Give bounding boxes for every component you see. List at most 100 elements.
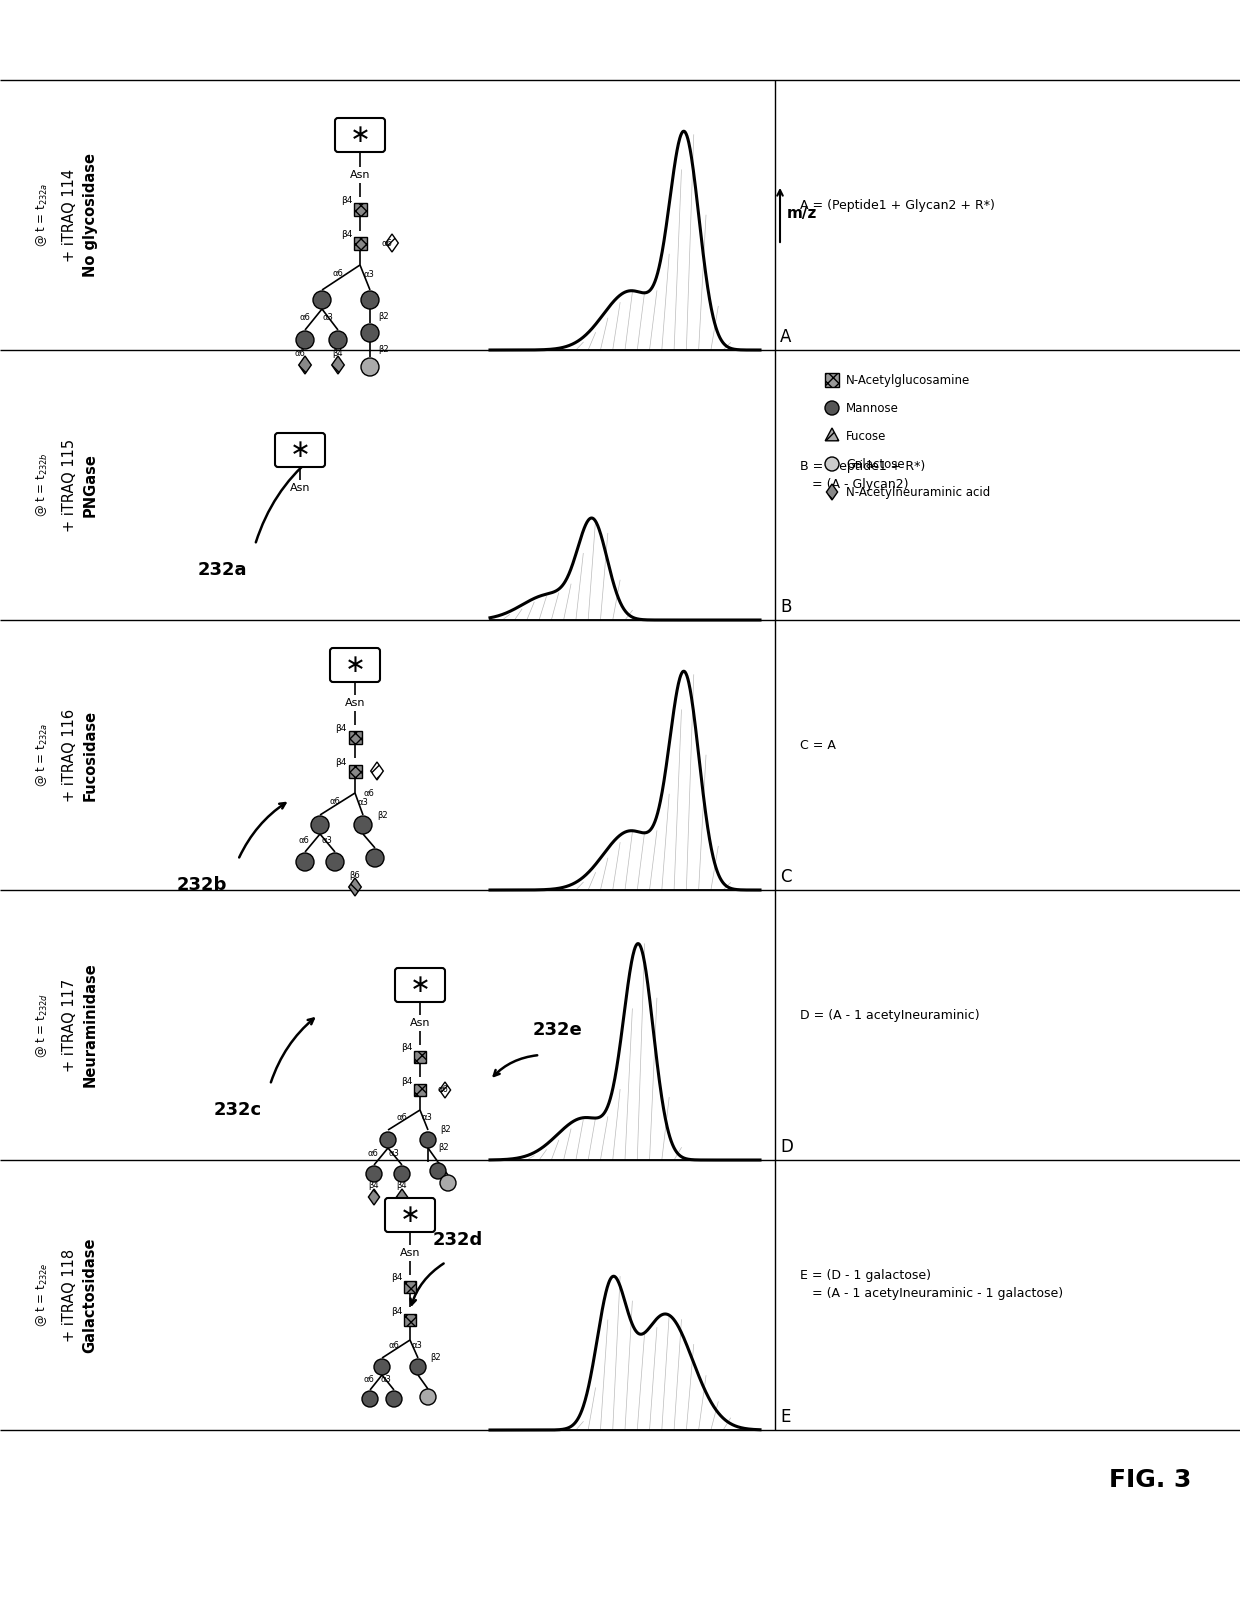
Text: β4: β4 (341, 196, 352, 204)
FancyBboxPatch shape (330, 647, 379, 683)
Text: C = A: C = A (800, 738, 836, 751)
Bar (353, 202, 367, 215)
Polygon shape (299, 356, 311, 374)
Polygon shape (439, 1082, 450, 1099)
Text: A = (Peptide1 + Glycan2 + R*): A = (Peptide1 + Glycan2 + R*) (800, 199, 994, 212)
Bar (348, 730, 362, 744)
Text: ∗: ∗ (345, 654, 366, 676)
Text: B: B (780, 599, 791, 616)
Text: + iTRAQ 118: + iTRAQ 118 (62, 1249, 77, 1341)
Text: α3: α3 (422, 1113, 433, 1121)
FancyBboxPatch shape (275, 434, 325, 468)
Bar (353, 236, 367, 249)
Text: E: E (780, 1408, 790, 1425)
Circle shape (430, 1163, 446, 1180)
Text: β6: β6 (350, 870, 361, 880)
Text: α3: α3 (321, 835, 332, 845)
Circle shape (379, 1133, 396, 1149)
Circle shape (361, 291, 379, 309)
Circle shape (296, 853, 314, 870)
Text: + iTRAQ 116: + iTRAQ 116 (62, 709, 77, 801)
Circle shape (311, 815, 329, 833)
Text: PNGase: PNGase (83, 453, 98, 516)
Text: α6: α6 (382, 238, 393, 248)
Text: @ t = t$_{232a}$: @ t = t$_{232a}$ (35, 183, 50, 248)
Text: N-Acetylglucosamine: N-Acetylglucosamine (846, 374, 970, 387)
Text: Fucose: Fucose (846, 429, 887, 442)
Text: β4: β4 (336, 723, 347, 733)
Text: β2: β2 (430, 1354, 440, 1362)
Text: Asn: Asn (409, 1018, 430, 1027)
Text: α3: α3 (388, 1149, 399, 1158)
Text: α3: α3 (412, 1341, 423, 1351)
Text: β4: β4 (391, 1273, 402, 1283)
Polygon shape (397, 1189, 408, 1205)
Bar (825, 374, 839, 387)
Text: α3: α3 (381, 1375, 392, 1385)
Text: Asn: Asn (350, 170, 371, 180)
Text: β2: β2 (438, 1144, 449, 1152)
Circle shape (825, 456, 839, 471)
Text: @ t = t$_{232b}$: @ t = t$_{232b}$ (35, 453, 50, 518)
Text: Galactosidase: Galactosidase (83, 1238, 98, 1353)
Text: β4: β4 (391, 1306, 402, 1315)
Text: β2: β2 (377, 811, 388, 819)
Polygon shape (826, 484, 837, 500)
Text: α6: α6 (397, 1113, 408, 1121)
Text: @ t = t$_{232a}$: @ t = t$_{232a}$ (35, 723, 50, 788)
Text: No glycosidase: No glycosidase (83, 154, 98, 277)
Circle shape (410, 1359, 427, 1375)
Text: @ t = t$_{232e}$: @ t = t$_{232e}$ (35, 1262, 50, 1327)
Text: + iTRAQ 117: + iTRAQ 117 (62, 979, 77, 1071)
Text: α6: α6 (438, 1086, 449, 1094)
Text: α6: α6 (299, 312, 310, 322)
FancyBboxPatch shape (384, 1197, 435, 1231)
Text: β4: β4 (401, 1044, 412, 1052)
Circle shape (353, 815, 372, 833)
Polygon shape (825, 429, 838, 440)
Bar (414, 1084, 427, 1095)
Circle shape (366, 849, 384, 867)
Text: α3: α3 (363, 270, 374, 278)
Circle shape (420, 1133, 436, 1149)
Text: β4: β4 (397, 1181, 407, 1189)
Bar (414, 1052, 427, 1063)
Text: 232b: 232b (177, 875, 227, 895)
Text: β4: β4 (332, 348, 343, 358)
Text: Neuraminidase: Neuraminidase (83, 963, 98, 1087)
Text: m/z: m/z (787, 205, 817, 220)
Polygon shape (371, 762, 383, 780)
Circle shape (296, 332, 314, 349)
Text: C: C (780, 867, 791, 887)
Polygon shape (332, 356, 345, 374)
Circle shape (361, 324, 379, 341)
Text: Galactose: Galactose (846, 458, 905, 471)
Polygon shape (386, 235, 398, 252)
Polygon shape (368, 1189, 379, 1205)
Text: Asn: Asn (290, 484, 310, 493)
Text: E = (D - 1 galactose): E = (D - 1 galactose) (800, 1270, 931, 1283)
Text: = (A - Glycan2): = (A - Glycan2) (800, 477, 909, 490)
Text: 232e: 232e (532, 1021, 582, 1039)
Text: ∗: ∗ (289, 438, 310, 463)
Text: α6: α6 (332, 269, 343, 278)
Text: D: D (780, 1137, 792, 1155)
Text: B = (Peptide1 + R*): B = (Peptide1 + R*) (800, 460, 925, 472)
Circle shape (362, 1391, 378, 1408)
Text: 232d: 232d (433, 1231, 484, 1249)
Text: FIG. 3: FIG. 3 (1109, 1468, 1192, 1492)
Text: Mannose: Mannose (846, 401, 899, 414)
Circle shape (326, 853, 343, 870)
Text: β2: β2 (378, 345, 388, 353)
Text: 232c: 232c (215, 1100, 262, 1120)
Text: α6: α6 (367, 1149, 378, 1158)
Text: ∗: ∗ (350, 123, 371, 147)
Text: β2: β2 (378, 312, 388, 320)
Circle shape (312, 291, 331, 309)
Text: D = (A - 1 acetyIneuraminic): D = (A - 1 acetyIneuraminic) (800, 1008, 980, 1021)
Text: 232a: 232a (197, 561, 247, 579)
Text: ∗: ∗ (409, 972, 430, 997)
Text: + iTRAQ 115: + iTRAQ 115 (62, 438, 77, 532)
Circle shape (329, 332, 347, 349)
Text: α6: α6 (330, 796, 341, 806)
